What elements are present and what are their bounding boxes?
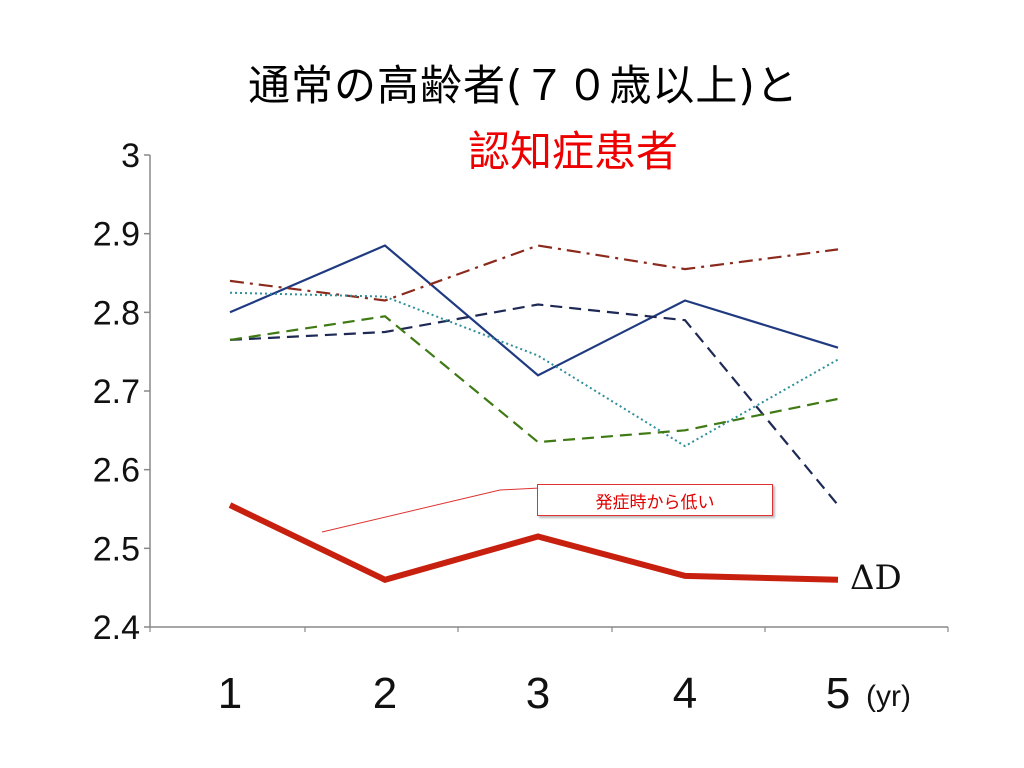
series-line-5 [229, 315, 839, 444]
callout-box: 発症時から低い [537, 484, 773, 516]
x-tick-label: 1 [218, 669, 242, 718]
y-tick-label: 2.4 [93, 609, 140, 647]
chart-subtitle: 認知症患者 [468, 127, 679, 176]
callout-pointer [321, 489, 501, 533]
y-tick-label: 2.9 [93, 216, 140, 254]
x-tick-label: 3 [526, 669, 550, 718]
series-line-2 [229, 303, 839, 506]
series-line-1 [229, 244, 839, 377]
x-tick-label: 2 [373, 669, 397, 718]
series-line-4 [229, 291, 839, 448]
x-tick-label: 5 [826, 669, 850, 718]
callout-pointer-tail [499, 487, 541, 491]
series-ad-line [228, 502, 839, 583]
x-tick-label: 4 [673, 669, 697, 718]
y-tick-label: 2.7 [93, 373, 140, 411]
chart-title: 通常の高齢者(７０歳以上)と [248, 61, 799, 110]
y-tick-label: 2.8 [93, 294, 140, 332]
y-tick-label: 2.6 [93, 452, 140, 490]
series-label-ad: ΔD [850, 558, 902, 598]
y-tick-label: 3 [121, 137, 140, 175]
x-unit-label: (yr) [866, 680, 911, 713]
y-tick-label: 2.5 [93, 530, 140, 568]
